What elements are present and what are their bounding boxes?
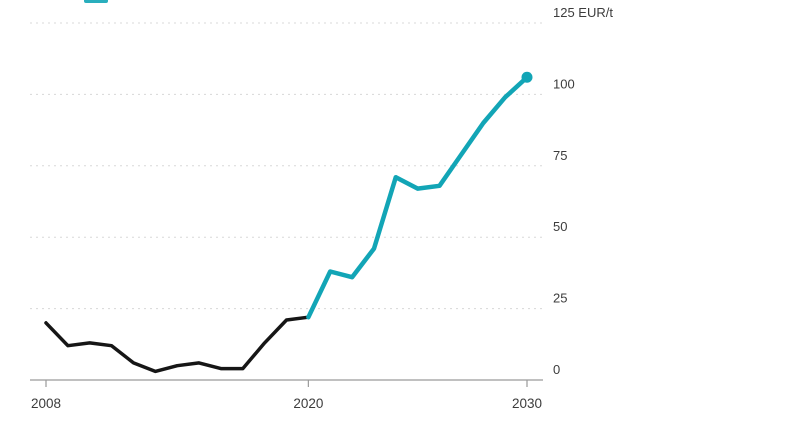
historical-line xyxy=(44,315,311,374)
y-axis-label-50: 50 xyxy=(553,219,567,234)
forecast-end-marker xyxy=(521,71,533,83)
y-axis-label-25: 25 xyxy=(553,291,567,306)
y-axis-label-75: 75 xyxy=(553,148,567,163)
y-axis-label-100: 100 xyxy=(553,76,575,91)
forecast-line xyxy=(306,75,530,320)
x-axis-label-2008: 2008 xyxy=(31,396,61,411)
x-axis-label-2020: 2020 xyxy=(293,396,323,411)
x-axis-label-2030: 2030 xyxy=(512,396,542,411)
cropped-legend-fragment xyxy=(84,0,108,3)
y-axis-label-125: 125 EUR/t xyxy=(553,5,613,20)
y-axis-label-0: 0 xyxy=(553,362,560,377)
